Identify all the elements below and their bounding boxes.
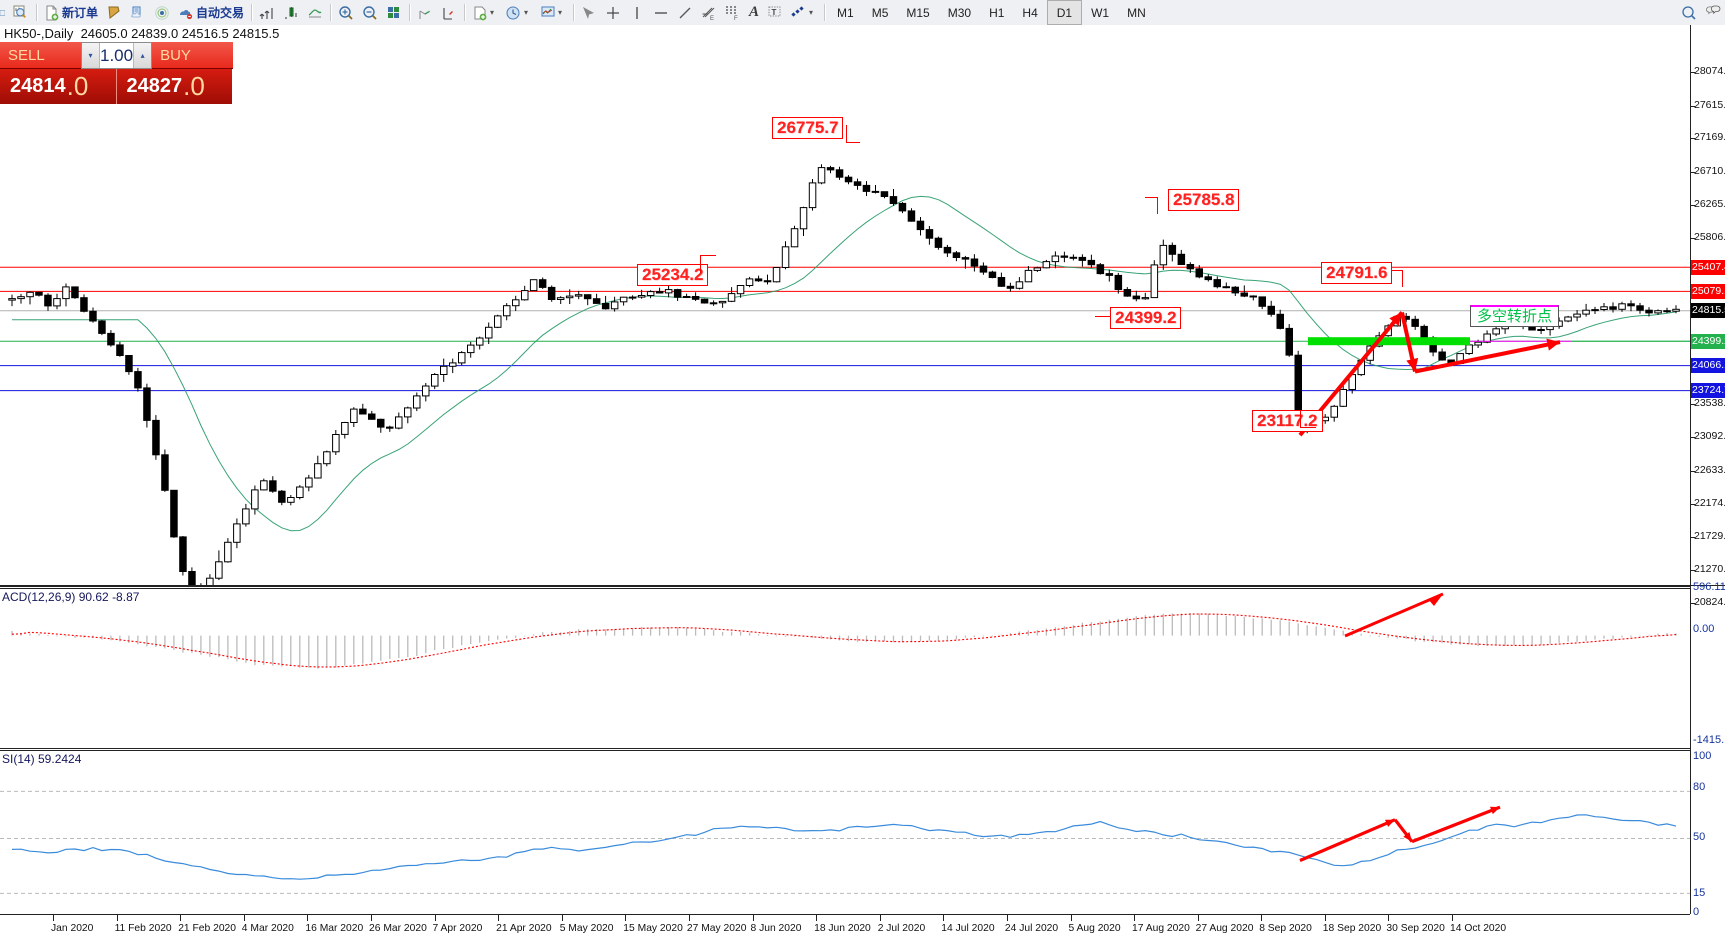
svg-text:T: T (772, 8, 777, 17)
svg-text:F: F (734, 16, 738, 21)
svg-text:E: E (710, 16, 714, 21)
